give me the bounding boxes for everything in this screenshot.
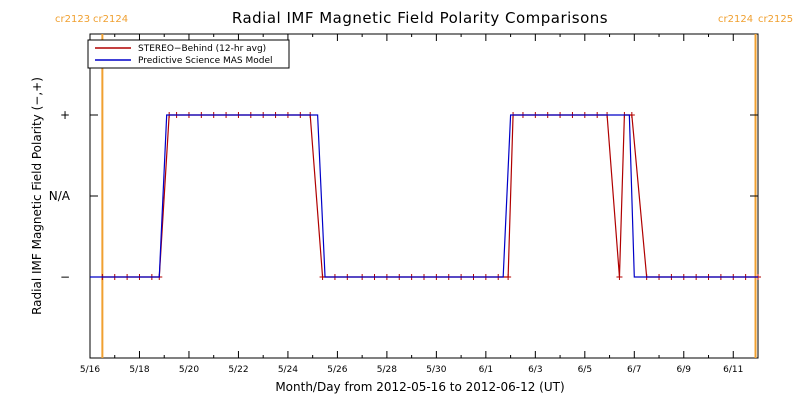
x-tick-label: 5/30 — [426, 365, 446, 375]
chart-title: Radial IMF Magnetic Field Polarity Compa… — [232, 9, 608, 27]
x-tick-label: 6/3 — [528, 365, 542, 375]
carrington-labels-left: cr2123 cr2124 — [55, 14, 128, 25]
carrington-label: cr2123 — [55, 14, 90, 25]
x-tick-label: 6/11 — [723, 365, 743, 375]
mas-series-line — [90, 114, 758, 278]
legend-label-mas: Predictive Science MAS Model — [138, 56, 273, 66]
x-axis-ticks: 5/16 5/18 5/20 5/22 5/24 5/26 5/28 5/30 6/1 6/3 6/… — [80, 34, 743, 375]
carrington-label: cr2124 — [718, 14, 753, 25]
x-tick-label: 6/7 — [627, 365, 641, 375]
legend: STEREO−Behind (12-hr avg) Predictive Sci… — [87, 39, 290, 69]
x-tick-label: 5/28 — [377, 365, 397, 375]
y-axis-ticks: − N/A + — [49, 108, 758, 284]
carrington-label: cr2125 — [758, 14, 793, 25]
stereo-data-point — [616, 274, 623, 280]
x-tick-label: 5/16 — [80, 365, 100, 375]
x-tick-label: 6/9 — [677, 365, 692, 375]
x-tick-label: 6/1 — [479, 365, 493, 375]
x-tick-label: 5/24 — [278, 365, 298, 375]
y-tick-label: + — [60, 108, 70, 122]
stereo-data-point — [505, 274, 512, 280]
x-tick-label: 5/20 — [179, 365, 199, 375]
x-tick-label: 5/18 — [129, 365, 149, 375]
stereo-series-line — [102, 114, 758, 278]
carrington-label: cr2124 — [93, 14, 128, 25]
x-tick-label: 5/26 — [327, 365, 347, 375]
plot-frame — [89, 33, 759, 359]
y-tick-label: N/A — [49, 189, 71, 203]
x-tick-label: 6/5 — [578, 365, 592, 375]
x-tick-label: 5/22 — [228, 365, 248, 375]
x-axis-label: Month/Day from 2012-05-16 to 2012-06-12 … — [275, 380, 564, 394]
carrington-labels-right: cr2124 cr2125 — [718, 14, 793, 25]
y-tick-label: − — [60, 270, 70, 284]
series-layer — [90, 112, 761, 280]
y-axis-label: Radial IMF Magnetic Field Polarity (−,+) — [30, 77, 44, 315]
carrington-rotation-lines — [101, 34, 757, 358]
legend-box — [87, 39, 290, 69]
legend-label-stereo: STEREO−Behind (12-hr avg) — [138, 44, 266, 54]
